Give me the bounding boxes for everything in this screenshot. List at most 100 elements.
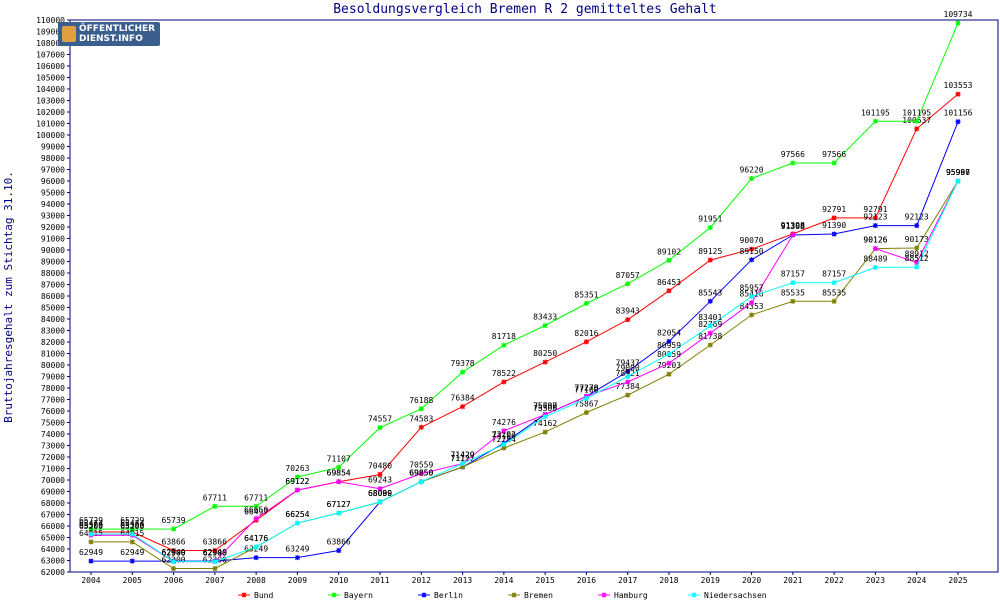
data-label: 75700 [533, 401, 557, 410]
x-tick-label: 2010 [329, 576, 348, 585]
data-label: 75867 [574, 400, 598, 409]
y-tick-label: 81000 [41, 350, 65, 359]
data-point [542, 323, 548, 329]
x-tick-label: 2019 [701, 576, 720, 585]
data-label: 67711 [244, 493, 268, 502]
legend-label: Bremen [524, 591, 553, 600]
data-point [212, 559, 218, 565]
data-point [542, 359, 548, 365]
data-point [872, 215, 878, 221]
data-label: 95986 [946, 168, 970, 177]
data-label: 87057 [616, 271, 640, 280]
data-point [955, 91, 961, 97]
x-tick-label: 2018 [659, 576, 678, 585]
data-label: 79000 [616, 364, 640, 373]
y-tick-label: 88000 [41, 269, 65, 278]
data-label: 62949 [203, 548, 227, 557]
data-point [294, 487, 300, 493]
data-point [501, 342, 507, 348]
data-label: 83401 [698, 313, 722, 322]
x-tick-label: 2009 [288, 576, 307, 585]
data-label: 89150 [740, 247, 764, 256]
data-label: 69243 [368, 476, 392, 485]
data-point [418, 471, 424, 477]
x-tick-label: 2011 [370, 576, 389, 585]
data-point [707, 342, 713, 348]
data-point [460, 404, 466, 410]
data-point [583, 300, 589, 306]
series-line-bayern [91, 22, 959, 530]
data-label: 81718 [492, 332, 516, 341]
data-point [914, 118, 920, 124]
y-tick-label: 103000 [36, 97, 65, 106]
data-point [831, 231, 837, 237]
data-point [914, 260, 920, 266]
y-tick-label: 97000 [41, 166, 65, 175]
data-label: 71429 [451, 451, 475, 460]
y-tick-label: 82000 [41, 338, 65, 347]
x-tick-label: 2014 [494, 576, 513, 585]
data-point [914, 126, 920, 132]
data-label: 71127 [451, 454, 475, 463]
data-point [129, 539, 135, 545]
series-niedersachsen: 65300 65300 62900 62900 64176 66254 67127 68099… [79, 168, 970, 565]
data-label: 89125 [698, 247, 722, 256]
data-point [666, 351, 672, 357]
data-point [88, 531, 94, 537]
data-point [129, 526, 135, 532]
data-label: 97566 [781, 150, 805, 159]
data-point [625, 374, 631, 379]
data-label: 89102 [657, 247, 681, 256]
data-label: 90126 [863, 236, 887, 245]
data-label: 91398 [781, 221, 805, 230]
y-tick-label: 72000 [41, 453, 65, 462]
data-point [377, 471, 383, 477]
data-label: 65474 [79, 519, 103, 528]
y-tick-label: 71000 [41, 465, 65, 474]
y-tick-label: 62000 [41, 568, 65, 577]
data-point [542, 414, 548, 420]
data-point [377, 499, 383, 505]
y-tick-label: 80000 [41, 361, 65, 370]
y-tick-label: 109000 [36, 28, 65, 37]
y-tick-label: 108000 [36, 39, 65, 48]
data-label: 82016 [574, 329, 598, 338]
legend-label: Hamburg [614, 591, 648, 600]
data-label: 63866 [327, 538, 351, 547]
data-point [501, 428, 507, 434]
data-label: 67127 [327, 500, 351, 509]
x-tick-label: 2023 [866, 576, 885, 585]
data-point [666, 257, 672, 263]
data-point [666, 360, 672, 366]
y-tick-label: 102000 [36, 108, 65, 117]
legend-item-niedersachsen: Niedersachsen [688, 591, 767, 600]
data-point [914, 223, 920, 229]
data-label: 65729 [120, 516, 144, 525]
data-label: 88912 [905, 250, 929, 259]
data-label: 88489 [863, 254, 887, 263]
y-tick-label: 64000 [41, 545, 65, 554]
x-tick-label: 2020 [742, 576, 761, 585]
data-label: 74583 [409, 414, 433, 423]
legend-marker [601, 592, 607, 598]
data-point [707, 298, 713, 304]
data-label: 92123 [905, 213, 929, 222]
data-label: 70480 [368, 461, 392, 470]
data-label: 68080 [368, 489, 392, 498]
data-label: 83943 [616, 307, 640, 316]
logo-text-line2: DIENST.INFO [79, 34, 143, 44]
data-label: 71107 [327, 454, 351, 463]
data-point [666, 371, 672, 377]
data-label: 71127 [451, 454, 475, 463]
legend-marker [691, 592, 697, 598]
legend-item-bund: Bund [238, 591, 273, 600]
y-tick-label: 89000 [41, 258, 65, 267]
data-point [583, 395, 589, 401]
y-tick-label: 104000 [36, 85, 65, 94]
data-label: 91951 [698, 215, 722, 224]
data-label: 95997 [946, 168, 970, 177]
data-point [707, 323, 713, 329]
data-point [88, 526, 94, 532]
data-label: 74557 [368, 415, 392, 424]
data-point [790, 160, 796, 166]
